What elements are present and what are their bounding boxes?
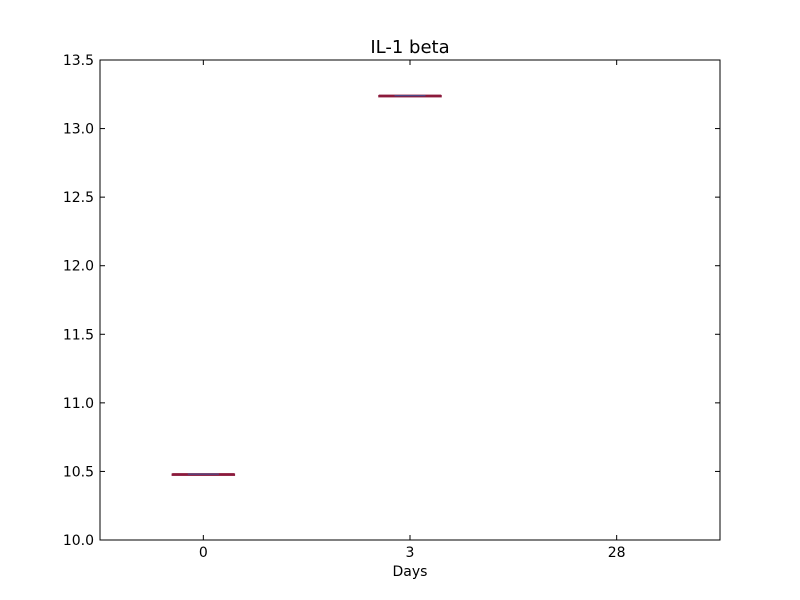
- y-tick-label: 13.0: [63, 122, 94, 138]
- chart-title: IL-1 beta: [370, 37, 449, 58]
- y-tick-label: 10.5: [63, 464, 94, 480]
- x-tick-label: 3: [406, 545, 415, 561]
- box-marks: [171, 94, 442, 476]
- box-3: [378, 94, 442, 98]
- plot-area: [99, 59, 721, 541]
- y-axis: 10.0 10.5 11.0 11.5 12.0 12.5 13.0 13.5: [63, 53, 720, 549]
- x-tick-label: 0: [199, 545, 208, 561]
- y-tick-label: 11.5: [63, 327, 94, 343]
- y-tick-label: 10.0: [63, 533, 94, 549]
- y-tick-label: 11.0: [63, 396, 94, 412]
- y-tick-label: 13.5: [63, 53, 94, 69]
- x-axis: 0 3 28: [199, 60, 626, 561]
- y-tick-label: 12.0: [63, 259, 94, 275]
- y-tick-label: 12.5: [63, 190, 94, 206]
- x-axis-label: Days: [393, 564, 428, 580]
- x-tick-label: 28: [608, 545, 626, 561]
- box-0: [171, 473, 236, 476]
